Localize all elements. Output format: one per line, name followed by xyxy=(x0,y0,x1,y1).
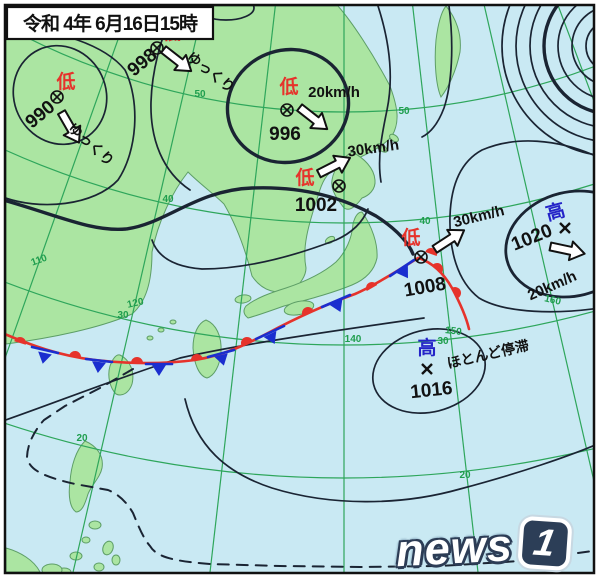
grid-label: 30 xyxy=(437,336,449,347)
speed-text-996: 20km/h xyxy=(308,84,360,101)
low-center-mark xyxy=(280,103,294,117)
front-layer xyxy=(6,246,471,376)
date-header-label: 令和 4年 6月16日15時 xyxy=(23,12,198,35)
grid-label: 20 xyxy=(76,433,88,444)
news1-brand-text: news xyxy=(394,519,514,577)
map-frame xyxy=(3,3,596,575)
high-symbol-1016: 高 xyxy=(417,336,436,359)
low-symbol-1002: 低 xyxy=(294,166,314,189)
landmass-layer xyxy=(6,6,461,572)
isobar-right-trough xyxy=(449,140,593,313)
island-ryukyu xyxy=(157,327,165,333)
grid-label: 50 xyxy=(194,89,206,100)
island-ryukyu xyxy=(169,319,177,325)
grid-label: 50 xyxy=(398,106,410,117)
landmass-honshu xyxy=(243,211,378,319)
grid-label: 160 xyxy=(543,293,562,308)
meridian-110E xyxy=(6,6,131,358)
low-center-mark xyxy=(414,250,428,264)
meridian-130E xyxy=(209,6,276,572)
isobar-right-hook xyxy=(421,6,453,138)
news1-badge-inner: 1 xyxy=(520,519,568,567)
landmass-luzon xyxy=(68,440,103,513)
island xyxy=(93,562,105,572)
isobar-rings-northeast xyxy=(501,6,593,156)
stationary-front-blue-segments xyxy=(30,258,416,366)
meridian-150E xyxy=(412,6,479,572)
grid-label: 120 xyxy=(126,296,145,311)
landmass-sakhalin xyxy=(434,6,461,98)
island xyxy=(102,540,114,556)
grid-label: 140 xyxy=(345,334,362,345)
isobar-1020-oval xyxy=(504,189,593,299)
meridian-120E xyxy=(72,6,205,572)
news1-watermark: news 1 xyxy=(394,509,597,581)
low-center-mark xyxy=(150,41,164,55)
grid-label: 30 xyxy=(117,310,129,321)
island xyxy=(41,563,63,572)
grid-label: 150 xyxy=(444,325,462,338)
isobar-990-inner xyxy=(12,44,108,146)
news1-badge-number: 1 xyxy=(530,521,559,565)
news1-badge: 1 xyxy=(516,515,573,572)
low-center-mark xyxy=(332,179,346,193)
isobar-layer xyxy=(6,6,593,569)
pressure-value-996: 996 xyxy=(269,124,301,145)
low-symbol-1008: 低 xyxy=(400,226,420,249)
isobar-seaofjapan xyxy=(151,208,369,270)
isobar-eastchina xyxy=(6,317,425,421)
grid-label: 110 xyxy=(30,253,49,269)
date-header: 令和 4年 6月16日15時 xyxy=(6,6,215,41)
low-symbol-990: 低 xyxy=(55,70,75,93)
pressure-value-1002: 1002 xyxy=(295,195,337,216)
island-kuril xyxy=(389,133,399,143)
grid-label: 20 xyxy=(459,470,471,481)
grid-label: 40 xyxy=(419,216,431,227)
pressure-value-1016: 1016 xyxy=(409,378,453,403)
high-center-mark xyxy=(559,222,571,234)
low-center-mark xyxy=(50,90,64,104)
meridian-160E xyxy=(483,6,593,480)
island xyxy=(111,554,121,566)
island-ryukyu xyxy=(146,335,154,341)
center-marks-layer xyxy=(50,41,571,375)
isobar-bold-1000 xyxy=(6,186,415,256)
low-symbol-996: 低 xyxy=(278,75,298,98)
isobar-okhotsk xyxy=(377,6,392,183)
isobar-1016-oval xyxy=(371,328,487,414)
date-header-box xyxy=(6,6,215,41)
high-center-mark xyxy=(421,363,433,375)
convergence-dashed-line xyxy=(25,368,593,569)
island xyxy=(88,520,102,530)
isobar-996-bold-oval xyxy=(225,47,351,165)
grid-label: 40 xyxy=(162,194,174,205)
isobar-south-arc xyxy=(184,398,593,503)
island xyxy=(81,536,91,544)
landmass-borneo-corner xyxy=(6,547,41,572)
grid-label-layer: 50 50 40 40 110 120 30 140 30 150 160 20… xyxy=(30,89,563,481)
